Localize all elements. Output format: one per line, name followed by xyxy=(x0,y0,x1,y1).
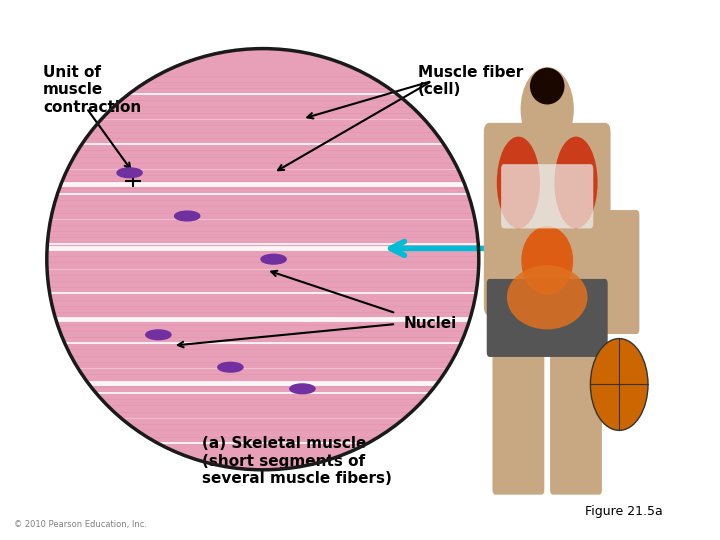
FancyBboxPatch shape xyxy=(550,339,602,495)
FancyBboxPatch shape xyxy=(501,164,593,228)
FancyBboxPatch shape xyxy=(487,279,608,357)
Ellipse shape xyxy=(175,211,200,221)
Ellipse shape xyxy=(218,362,243,372)
Circle shape xyxy=(521,68,573,150)
Ellipse shape xyxy=(289,384,315,394)
Text: Muscle fiber
(cell): Muscle fiber (cell) xyxy=(418,65,523,97)
Text: Unit of
muscle
contraction: Unit of muscle contraction xyxy=(43,65,141,114)
Ellipse shape xyxy=(117,168,142,178)
Ellipse shape xyxy=(261,254,287,264)
Text: © 2010 Pearson Education, Inc.: © 2010 Pearson Education, Inc. xyxy=(14,520,148,529)
FancyBboxPatch shape xyxy=(593,210,639,334)
Ellipse shape xyxy=(47,49,479,470)
Circle shape xyxy=(590,339,648,430)
Ellipse shape xyxy=(554,137,598,228)
Text: Figure 21.5a: Figure 21.5a xyxy=(585,505,662,518)
FancyBboxPatch shape xyxy=(492,339,544,495)
Text: (a) Skeletal muscle
(short segments of
several muscle fibers): (a) Skeletal muscle (short segments of s… xyxy=(202,436,392,486)
Ellipse shape xyxy=(521,226,573,295)
Ellipse shape xyxy=(507,265,588,329)
FancyBboxPatch shape xyxy=(484,123,611,315)
Text: Nuclei: Nuclei xyxy=(403,316,456,332)
Ellipse shape xyxy=(497,137,540,228)
Ellipse shape xyxy=(145,330,171,340)
Ellipse shape xyxy=(530,68,564,105)
